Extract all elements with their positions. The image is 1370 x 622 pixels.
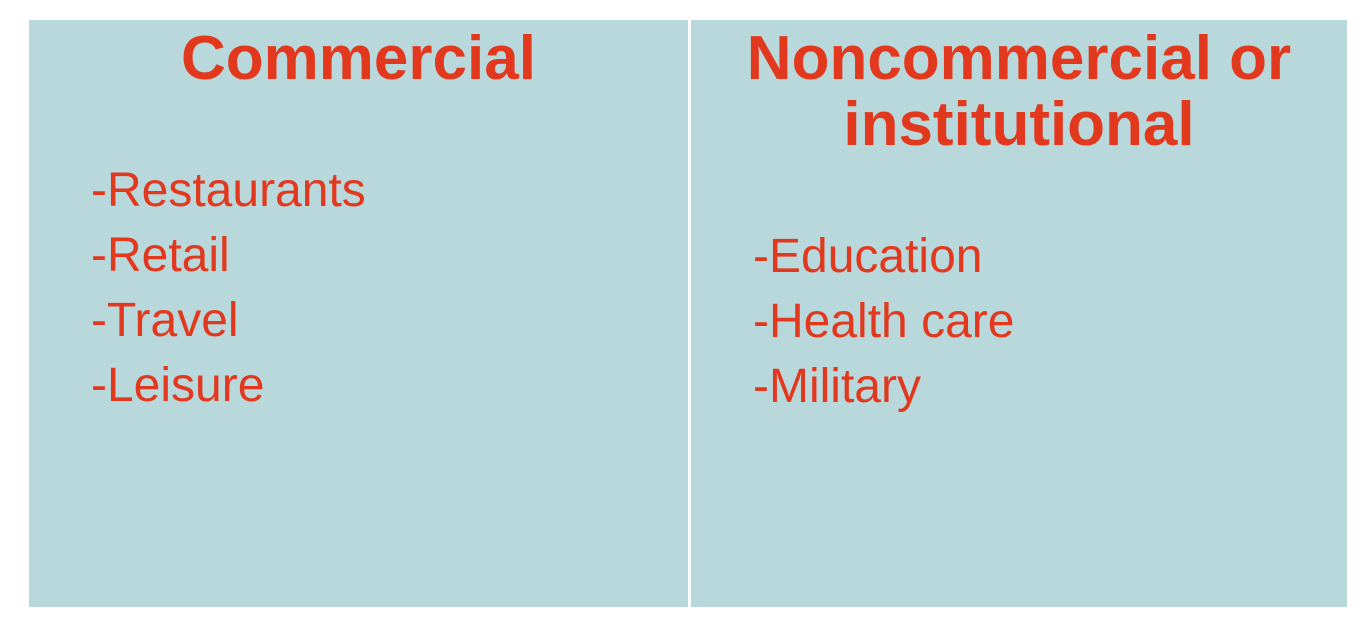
list-item-leisure: -Leisure xyxy=(91,359,265,412)
list-item-health-care: -Health care xyxy=(753,295,1015,348)
list-item-retail: -Retail xyxy=(91,229,230,282)
panel-noncommercial: Noncommercial or institutional -Educatio… xyxy=(691,20,1347,607)
noncommercial-title: Noncommercial or institutional xyxy=(746,24,1292,159)
list-item-travel: -Travel xyxy=(91,294,239,347)
list-item-education: -Education xyxy=(753,230,983,283)
list-item-restaurants: -Restaurants xyxy=(91,164,366,217)
list-item-military: -Military xyxy=(753,360,921,413)
commercial-list: -Restaurants -Retail -Travel -Leisure xyxy=(29,158,688,418)
noncommercial-list: -Education -Health care -Military xyxy=(691,224,1347,419)
commercial-title: Commercial xyxy=(181,24,536,93)
panel-commercial: Commercial -Restaurants -Retail -Travel … xyxy=(29,20,688,607)
